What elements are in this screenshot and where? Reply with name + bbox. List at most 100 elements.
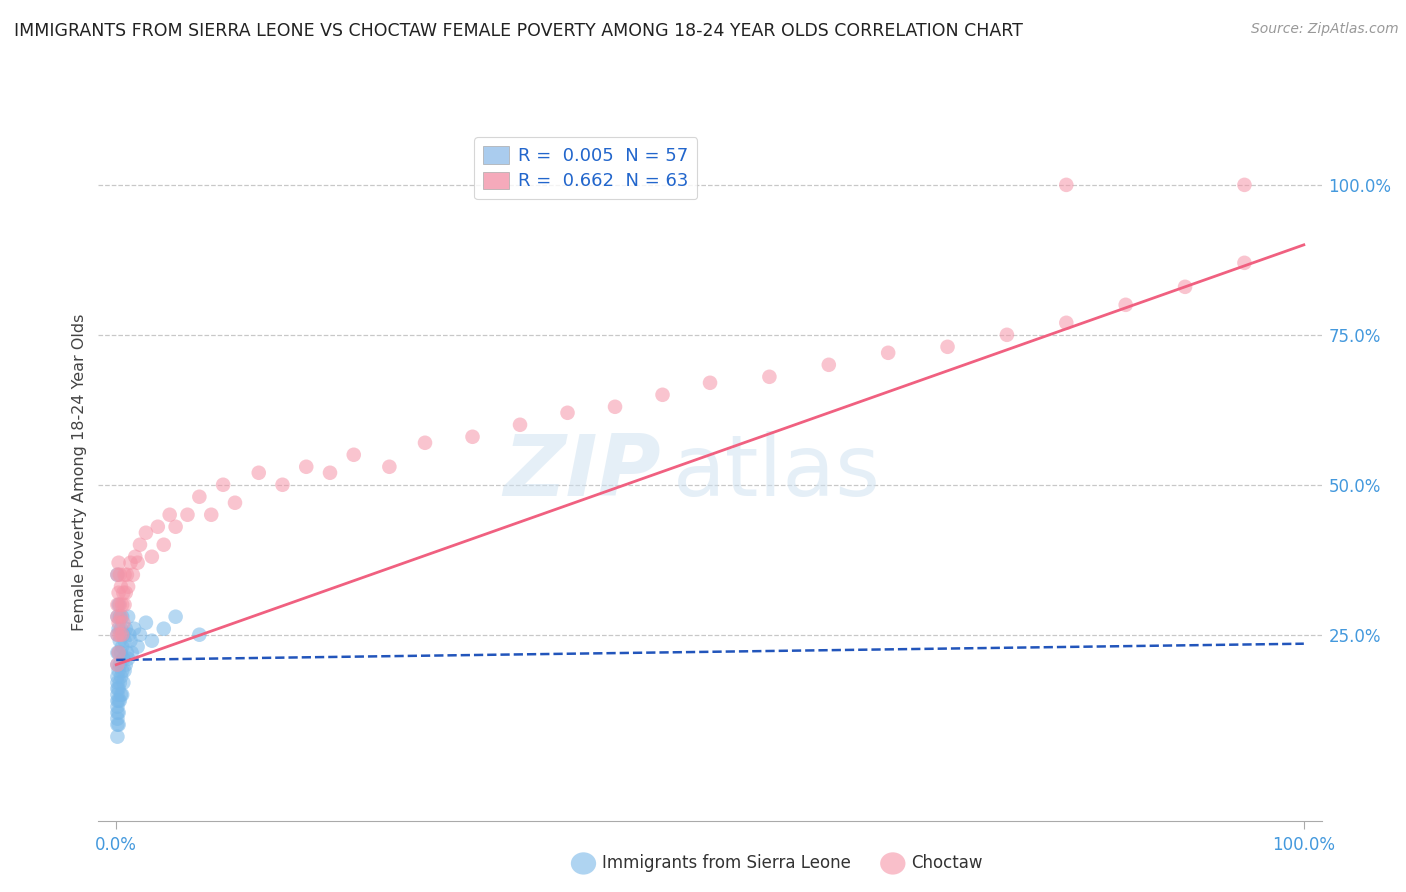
Point: [108, 675, 131, 690]
Point: [107, 585, 129, 599]
Point: [110, 670, 132, 684]
Point: [129, 628, 152, 642]
Point: [107, 615, 129, 630]
Point: [165, 609, 187, 624]
Point: [247, 466, 270, 480]
Point: [200, 508, 222, 522]
Point: [319, 466, 342, 480]
Point: [114, 633, 136, 648]
Legend: R =  0.005  N = 57, R =  0.662  N = 63: R = 0.005 N = 57, R = 0.662 N = 63: [474, 137, 697, 200]
Point: [271, 477, 294, 491]
Point: [108, 633, 131, 648]
Point: [557, 406, 579, 420]
Point: [111, 664, 134, 678]
Point: [936, 340, 959, 354]
Point: [112, 651, 135, 665]
Point: [112, 675, 135, 690]
Y-axis label: Female Poverty Among 18-24 Year Olds: Female Poverty Among 18-24 Year Olds: [72, 314, 87, 632]
Point: [108, 657, 131, 672]
Point: [107, 706, 129, 720]
Point: [111, 609, 134, 624]
Point: [343, 448, 366, 462]
Point: [135, 525, 157, 540]
Point: [107, 657, 129, 672]
Point: [107, 609, 129, 624]
Point: [108, 694, 131, 708]
Point: [165, 520, 187, 534]
Point: [141, 549, 163, 564]
Point: [108, 567, 131, 582]
Point: [603, 400, 626, 414]
Point: [146, 520, 169, 534]
Point: [699, 376, 721, 390]
Point: [135, 615, 157, 630]
Point: [188, 628, 211, 642]
Point: [115, 567, 138, 582]
Point: [110, 646, 132, 660]
Point: [152, 538, 174, 552]
Point: [127, 556, 149, 570]
Point: [509, 417, 531, 432]
Point: [122, 622, 145, 636]
Point: [111, 688, 134, 702]
Text: Immigrants from Sierra Leone: Immigrants from Sierra Leone: [602, 855, 851, 872]
Point: [120, 556, 142, 570]
Point: [107, 646, 129, 660]
Point: [107, 556, 129, 570]
Point: [1115, 298, 1137, 312]
Point: [107, 681, 129, 696]
Point: [224, 496, 246, 510]
Point: [115, 646, 138, 660]
Point: [107, 670, 129, 684]
Point: [1174, 280, 1197, 294]
Point: [114, 567, 136, 582]
Point: [111, 628, 134, 642]
Point: [107, 730, 129, 744]
Text: atlas: atlas: [673, 431, 882, 515]
Point: [117, 609, 139, 624]
Point: [107, 706, 129, 720]
Point: [129, 538, 152, 552]
Point: [112, 615, 135, 630]
Point: [107, 598, 129, 612]
Point: [121, 567, 143, 582]
Point: [108, 609, 131, 624]
Point: [159, 508, 181, 522]
Point: [114, 598, 136, 612]
Point: [378, 459, 401, 474]
Point: [107, 628, 129, 642]
Point: [114, 585, 136, 599]
Point: [176, 508, 198, 522]
Point: [758, 369, 780, 384]
Text: Source: ZipAtlas.com: Source: ZipAtlas.com: [1251, 22, 1399, 37]
Point: [107, 567, 129, 582]
Point: [107, 717, 129, 731]
Point: [107, 688, 129, 702]
Point: [107, 712, 129, 726]
Point: [295, 459, 318, 474]
Text: Choctaw: Choctaw: [911, 855, 983, 872]
Point: [112, 628, 135, 642]
Point: [152, 622, 174, 636]
Point: [107, 628, 129, 642]
Point: [107, 694, 129, 708]
Point: [141, 633, 163, 648]
Point: [117, 580, 139, 594]
Point: [120, 633, 142, 648]
Point: [112, 585, 135, 599]
Point: [107, 699, 129, 714]
Point: [110, 580, 132, 594]
Point: [121, 646, 143, 660]
Point: [107, 622, 129, 636]
Point: [111, 640, 134, 654]
Point: [1233, 178, 1256, 192]
Point: [413, 435, 436, 450]
Point: [114, 664, 136, 678]
Point: [107, 657, 129, 672]
Point: [107, 609, 129, 624]
Point: [651, 388, 673, 402]
Point: [107, 717, 129, 731]
Point: [107, 567, 129, 582]
Point: [117, 651, 139, 665]
Point: [110, 609, 132, 624]
